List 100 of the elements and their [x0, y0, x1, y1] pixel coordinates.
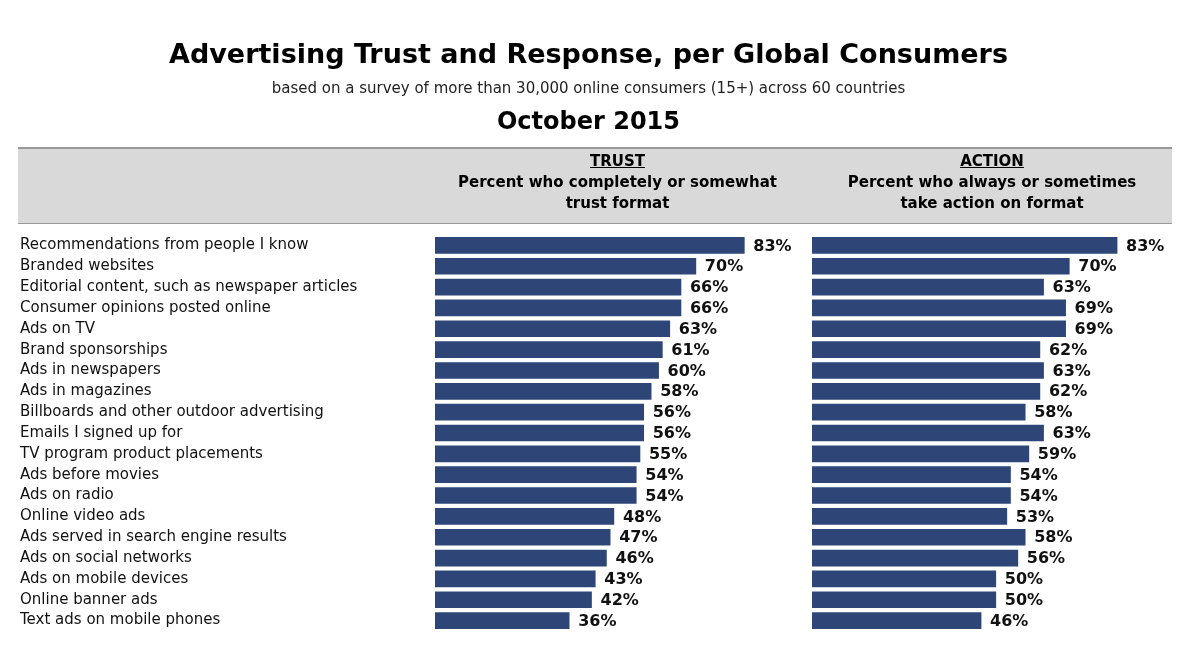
data-label: 59%	[1037, 444, 1077, 463]
data-label: 66%	[689, 298, 729, 318]
data-label: 58%	[1034, 402, 1073, 422]
data-label: 70%	[704, 256, 744, 276]
data-label: 56%	[652, 423, 691, 443]
data-label: 62%	[1048, 339, 1088, 359]
data-label: 36%	[578, 610, 617, 630]
data-label: 54%	[645, 485, 684, 505]
data-label: 56%	[652, 402, 691, 422]
bar	[435, 382, 652, 400]
y-tick-label: Ads before movies	[20, 464, 160, 483]
chart-subtitle: Percent who completely or somewhat trust format	[457, 172, 778, 214]
data-label: 54%	[1019, 464, 1058, 484]
y-tick-label: Ads in newspapers	[20, 360, 161, 379]
data-label: 55%	[648, 444, 688, 463]
bar	[435, 612, 570, 629]
chart-subtitle: Percent who always or sometimes take action on format	[846, 172, 1138, 214]
bar	[435, 508, 615, 525]
bar	[435, 341, 663, 358]
data-label: 66%	[689, 277, 729, 297]
bar	[435, 528, 611, 546]
bar	[435, 237, 745, 254]
bar	[435, 487, 637, 504]
y-tick-label: Ads on TV	[20, 318, 96, 337]
data-label: 50%	[1004, 569, 1044, 589]
bar	[812, 320, 1066, 338]
y-tick-label: Branded websites	[20, 256, 155, 275]
text: based on a survey of more than 30,000 online consumers (15+) across 60 countries	[270, 79, 907, 97]
bar	[435, 549, 607, 567]
data-label: 58%	[1034, 527, 1073, 547]
y-tick-label: Ads on social networks	[20, 547, 192, 566]
bar	[812, 445, 1030, 463]
bar	[812, 237, 1118, 254]
y-tick-label: Online banner ads	[20, 589, 158, 608]
data-label: 47%	[619, 527, 658, 547]
bar	[435, 278, 682, 296]
data-label: 48%	[622, 506, 662, 526]
y-tick-label: TV program product placements	[19, 443, 264, 462]
y-tick-label: Ads on mobile devices	[20, 568, 189, 587]
bar	[812, 299, 1066, 317]
text: Advertising Trust and Response, per Global Consumers	[168, 38, 1009, 69]
bar	[812, 362, 1044, 379]
y-tick-label: Brand sponsorships	[20, 339, 168, 358]
bar	[812, 278, 1044, 296]
bar	[812, 466, 1011, 484]
bar	[435, 299, 682, 317]
bar	[435, 466, 637, 484]
bar	[435, 362, 659, 379]
bar	[812, 591, 997, 609]
bar	[812, 257, 1070, 275]
data-label: 43%	[604, 569, 643, 589]
data-label: 61%	[671, 339, 710, 359]
bar	[812, 612, 982, 629]
y-tick-label: Billboards and other outdoor advertising	[20, 402, 324, 421]
bar	[812, 341, 1041, 358]
y-tick-label: Editorial content, such as newspaper articles	[20, 277, 358, 295]
data-label: 69%	[1074, 318, 1113, 338]
bar	[435, 591, 592, 609]
y-tick-label: Ads served in search engine results	[20, 527, 288, 546]
data-label: 62%	[1048, 381, 1088, 401]
bar	[812, 570, 997, 588]
data-label: 53%	[1015, 506, 1055, 526]
bar	[435, 570, 596, 588]
bar	[435, 320, 671, 338]
data-label: 50%	[1004, 589, 1044, 609]
chart-title: ACTION	[959, 151, 1025, 172]
bar	[812, 424, 1044, 442]
bar	[435, 445, 641, 463]
data-label: 63%	[678, 318, 718, 338]
data-label: 83%	[753, 235, 792, 255]
bar	[435, 257, 697, 275]
data-label: 56%	[1026, 548, 1066, 568]
data-label: 42%	[600, 589, 639, 609]
data-label: 46%	[990, 610, 1029, 630]
bar	[812, 508, 1008, 525]
bar	[812, 403, 1026, 421]
bar	[435, 424, 645, 442]
y-tick-label: Ads in magazines	[20, 381, 152, 400]
data-label: 63%	[1052, 360, 1091, 380]
y-tick-label: Online video ads	[20, 506, 146, 525]
data-label: 63%	[1052, 277, 1091, 297]
y-tick-label: Consumer opinions posted online	[20, 297, 271, 316]
y-tick-label: Text ads on mobile phones	[19, 610, 221, 629]
bar	[435, 403, 645, 421]
data-label: 63%	[1052, 423, 1091, 443]
data-label: 54%	[645, 464, 684, 484]
text: October 2015	[495, 107, 681, 135]
data-label: 46%	[615, 548, 654, 568]
bar	[812, 528, 1026, 546]
y-tick-label: Recommendations from people I know	[20, 235, 309, 254]
bar	[812, 549, 1019, 567]
data-label: 83%	[1126, 235, 1165, 255]
y-tick-label: Ads on radio	[20, 485, 114, 504]
chart-title: TRUST	[589, 151, 646, 172]
y-tick-label: Emails I signed up for	[20, 422, 184, 441]
data-label: 70%	[1078, 256, 1117, 276]
data-label: 58%	[660, 381, 699, 401]
bar	[812, 382, 1041, 400]
data-label: 54%	[1019, 485, 1058, 505]
bar	[812, 487, 1011, 504]
